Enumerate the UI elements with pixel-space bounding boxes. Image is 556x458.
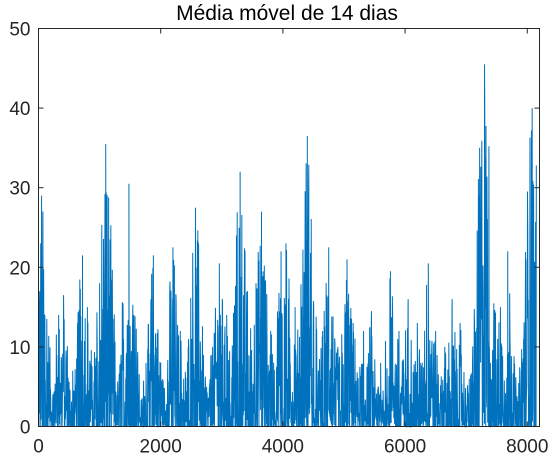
- y-tick-label: 40: [9, 99, 30, 120]
- y-tick-label: 50: [9, 20, 30, 41]
- y-tick-label: 10: [9, 338, 30, 359]
- x-tick-label: 8000: [506, 437, 548, 458]
- x-tick-label: 6000: [384, 437, 426, 458]
- plot-area-frame: [38, 28, 540, 427]
- x-axis: 0 2000 4000 6000 8000: [33, 28, 548, 458]
- y-tick-label: 20: [9, 258, 30, 279]
- y-tick-label: 0: [20, 418, 31, 439]
- x-tick-label: 0: [33, 437, 44, 458]
- y-axis: 0 10 20 30 40 50: [9, 20, 540, 439]
- x-tick-label: 2000: [140, 437, 182, 458]
- chart-title: Média móvel de 14 dias: [176, 2, 398, 25]
- x-tick-label: 4000: [262, 437, 304, 458]
- y-tick-label: 30: [9, 179, 30, 200]
